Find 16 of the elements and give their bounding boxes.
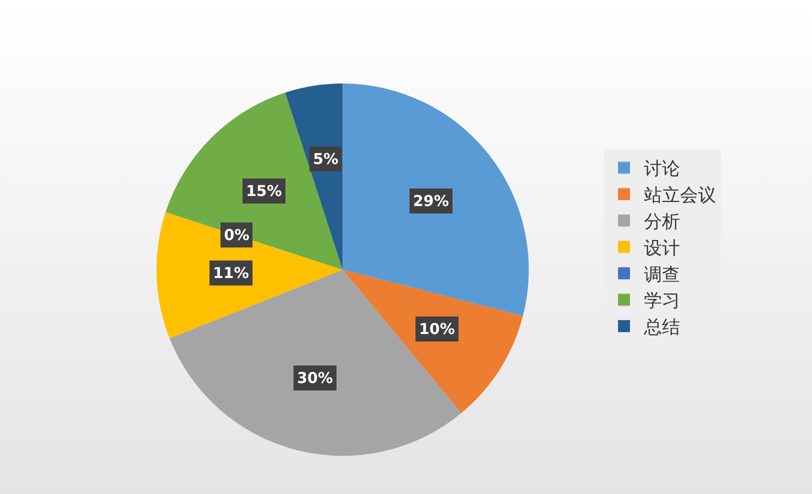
legend-label: 学习 (644, 290, 680, 312)
data-label: 11% (213, 264, 249, 282)
legend-label: 总结 (643, 317, 680, 338)
legend-label: 站立会议 (644, 185, 716, 206)
data-label: 29% (413, 192, 449, 210)
pie-slice (342, 270, 523, 414)
legend-label: 调查 (644, 264, 680, 286)
data-label: 10% (419, 320, 455, 338)
legend-label: 设计 (644, 238, 680, 259)
data-label: 30% (297, 369, 333, 387)
pie-slice (342, 84, 529, 316)
data-label: 15% (246, 182, 282, 200)
legend-label: 分析 (644, 212, 680, 233)
data-label: 5% (313, 150, 338, 168)
legend-label: 讨论 (644, 158, 680, 180)
text: 0% (224, 226, 250, 244)
